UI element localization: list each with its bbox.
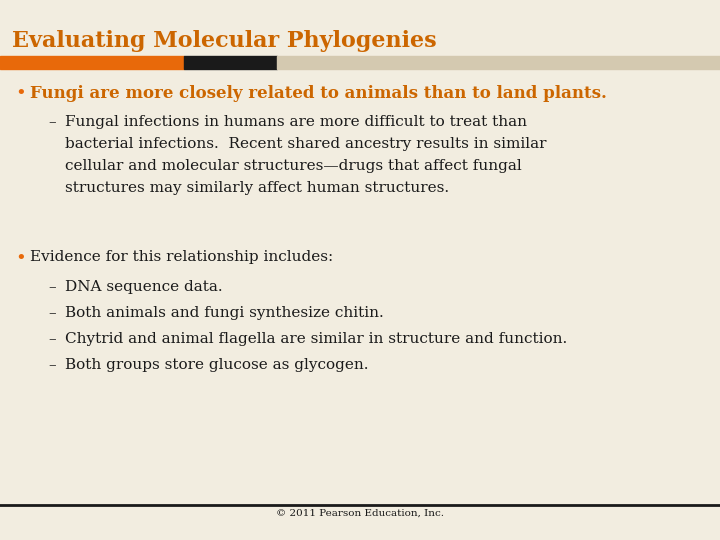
Text: •: •: [15, 250, 26, 268]
Text: –: –: [48, 280, 55, 294]
Text: Evaluating Molecular Phylogenies: Evaluating Molecular Phylogenies: [12, 30, 436, 52]
Text: Both animals and fungi synthesize chitin.: Both animals and fungi synthesize chitin…: [65, 306, 384, 320]
Text: DNA sequence data.: DNA sequence data.: [65, 280, 222, 294]
Text: cellular and molecular structures—drugs that affect fungal: cellular and molecular structures—drugs …: [65, 159, 522, 173]
Text: Chytrid and animal flagella are similar in structure and function.: Chytrid and animal flagella are similar …: [65, 332, 567, 346]
Bar: [184, 56, 277, 69]
Text: –: –: [48, 115, 55, 129]
Text: –: –: [48, 306, 55, 320]
Text: Evidence for this relationship includes:: Evidence for this relationship includes:: [30, 250, 333, 264]
Text: Fungi are more closely related to animals than to land plants.: Fungi are more closely related to animal…: [30, 85, 607, 102]
Bar: [0, 56, 184, 69]
Text: © 2011 Pearson Education, Inc.: © 2011 Pearson Education, Inc.: [276, 509, 444, 518]
Text: •: •: [15, 85, 26, 103]
Text: bacterial infections.  Recent shared ancestry results in similar: bacterial infections. Recent shared ance…: [65, 137, 546, 151]
Text: –: –: [48, 358, 55, 372]
Text: –: –: [48, 332, 55, 346]
Bar: [277, 56, 720, 69]
Text: Both groups store glucose as glycogen.: Both groups store glucose as glycogen.: [65, 358, 369, 372]
Text: structures may similarly affect human structures.: structures may similarly affect human st…: [65, 181, 449, 195]
Text: Fungal infections in humans are more difficult to treat than: Fungal infections in humans are more dif…: [65, 115, 527, 129]
